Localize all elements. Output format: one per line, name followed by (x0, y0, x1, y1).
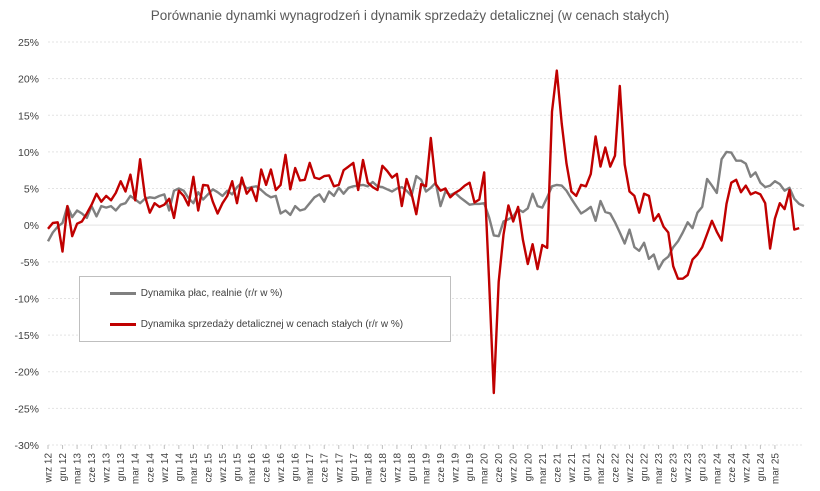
chart-title: Porównanie dynamki wynagrodzeń i dynamik… (150, 8, 670, 23)
legend-swatch-retail (110, 322, 136, 326)
x-tick-label: gru 17 (349, 453, 360, 482)
y-tick-label: -5% (20, 257, 39, 269)
x-tick-label: gru 14 (174, 453, 185, 482)
x-tick-label: cze 13 (87, 453, 98, 483)
x-tick-label: wrz 16 (276, 453, 287, 484)
x-tick-label: mar 13 (73, 453, 84, 485)
x-tick-label: wrz 24 (741, 453, 752, 484)
series-line-wages (46, 150, 805, 271)
x-tick-label: cze 14 (145, 453, 156, 483)
x-tick-label: mar 24 (712, 453, 723, 485)
x-tick-label: mar 20 (480, 453, 491, 485)
legend-item-retail: Dynamika sprzedaży detalicznej w cenach … (110, 319, 403, 333)
y-tick-label: -25% (14, 403, 39, 415)
y-tick-label: -10% (14, 293, 39, 305)
y-tick-label: 15% (18, 110, 39, 122)
x-tick-label: cze 18 (378, 453, 389, 483)
x-tick-label: wrz 20 (509, 453, 520, 484)
series-line-retail (47, 69, 800, 395)
y-tick-label: 0% (24, 220, 39, 232)
x-tick-label: cze 21 (552, 453, 563, 483)
x-tick-label: mar 16 (247, 453, 258, 485)
y-tick-label: 10% (18, 147, 39, 159)
x-tick-label: cze 19 (436, 453, 447, 483)
x-tick-label: mar 23 (654, 453, 665, 485)
x-tick-label: gru 12 (58, 453, 69, 482)
x-tick-label: gru 18 (407, 453, 418, 482)
x-tick-label: cze 23 (669, 453, 680, 483)
x-tick-label: wrz 13 (102, 453, 113, 484)
x-tick-label: gru 22 (640, 453, 651, 482)
x-tick-label: mar 25 (770, 453, 781, 485)
y-tick-label: 25% (18, 37, 39, 49)
legend-item-wages: Dynamika płac, realnie (r/r w %) (110, 288, 283, 302)
x-tick-label: wrz 17 (334, 453, 345, 484)
x-tick-label: cze 17 (320, 453, 331, 483)
x-tick-label: mar 19 (422, 453, 433, 485)
y-tick-label: -15% (14, 330, 39, 342)
x-tick-label: wrz 18 (392, 453, 403, 484)
x-tick-label: gru 19 (465, 453, 476, 482)
x-tick-label: mar 17 (305, 453, 316, 485)
x-tick-label: wrz 23 (683, 453, 694, 484)
x-tick-label: mar 18 (363, 453, 374, 485)
x-tick-label: gru 13 (116, 453, 127, 482)
legend-label-wages: Dynamika płac, realnie (r/r w %) (140, 288, 283, 299)
x-tick-label: wrz 21 (567, 453, 578, 484)
x-tick-label: gru 23 (698, 453, 709, 482)
y-tick-label: -30% (14, 440, 39, 452)
legend-label-retail: Dynamika sprzedaży detalicznej w cenach … (140, 319, 404, 330)
x-tick-label: cze 20 (494, 453, 505, 483)
legend-swatch-wages (110, 291, 136, 295)
chart-legend: Dynamika płac, realnie (r/r w %) Dynamik… (79, 276, 451, 342)
x-tick-label: mar 14 (131, 453, 142, 485)
x-tick-label: cze 24 (727, 453, 738, 483)
x-tick-label: wrz 14 (160, 453, 171, 484)
x-tick-label: mar 15 (189, 453, 200, 485)
x-tick-label: gru 24 (756, 453, 767, 482)
x-tick-label: mar 21 (538, 453, 549, 485)
x-tick-label: wrz 22 (625, 453, 636, 484)
x-tick-label: mar 22 (596, 453, 607, 485)
y-tick-label: 5% (24, 184, 39, 196)
x-tick-label: gru 15 (233, 453, 244, 482)
x-tick-label: cze 22 (611, 453, 622, 483)
x-tick-label: cze 15 (203, 453, 214, 483)
x-tick-label: gru 20 (523, 453, 534, 482)
x-tick-label: wrz 15 (218, 453, 229, 484)
x-tick-label: wrz 12 (44, 453, 55, 484)
x-tick-label: gru 21 (581, 453, 592, 482)
y-tick-label: -20% (14, 367, 39, 379)
x-tick-label: wrz 19 (451, 453, 462, 484)
y-tick-label: 20% (18, 74, 39, 86)
x-tick-label: gru 16 (291, 453, 302, 482)
x-tick-label: cze 16 (262, 453, 273, 483)
